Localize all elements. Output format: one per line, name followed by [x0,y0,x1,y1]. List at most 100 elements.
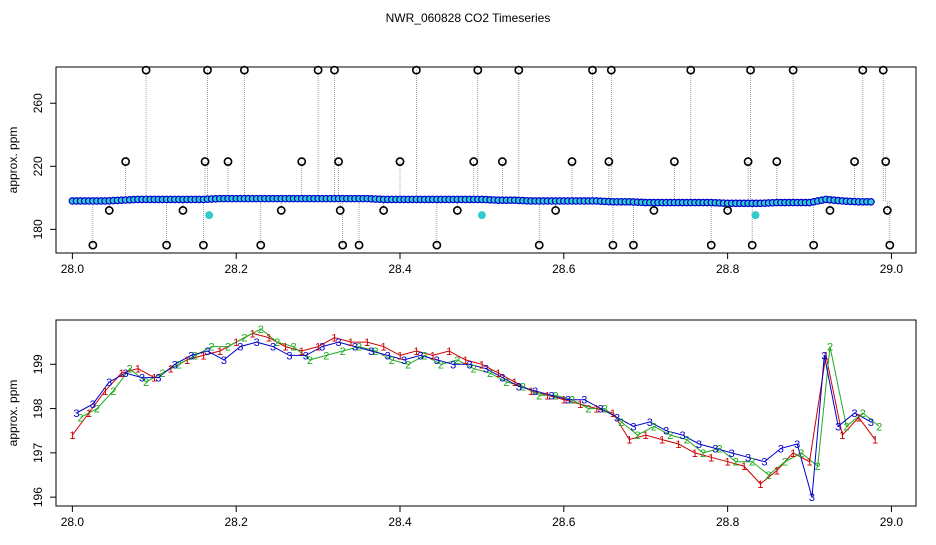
outlier-point [334,157,343,166]
outlier-point [534,240,544,250]
outlier-point [825,206,835,215]
outlier-point [338,240,348,250]
series-label-3: 3 [852,408,858,420]
outlier-point [178,206,188,215]
plot-frame-bottom [55,319,917,507]
series-label-1: 1 [856,412,862,424]
series-label-3: 3 [123,368,129,380]
outlier-point [850,157,859,166]
series-label-1: 1 [675,439,681,451]
series-label-1: 1 [266,333,272,345]
outlier-point [469,157,479,166]
outlier-point [606,65,616,75]
series-label-3: 3 [303,350,309,362]
y-tick-label: 196 [31,487,45,507]
series-label-2: 2 [290,342,296,354]
series-label-3: 3 [565,395,571,407]
series-label-1: 1 [692,448,698,460]
outlier-point [649,206,659,215]
series-label-1: 1 [626,435,632,447]
series-label-3: 3 [532,386,538,398]
series-label-2: 2 [422,350,428,362]
series-label-3: 3 [483,364,489,376]
series-label-1: 1 [348,337,354,349]
series-label-2: 2 [553,390,559,402]
series-label-1: 1 [528,386,534,398]
series-label-3: 3 [761,457,767,469]
x-tick-label: 28.6 [552,262,576,276]
series-label-3: 3 [254,337,260,349]
series-label-2: 2 [503,377,509,389]
series-label-2: 2 [860,408,866,420]
outlier-point [723,206,733,215]
outlier-point [604,157,614,166]
series-label-2: 2 [749,457,755,469]
series-label-2: 2 [372,346,378,358]
outlier-point [200,157,210,166]
series-label-3: 3 [73,408,79,420]
cyan-point [751,211,760,220]
baseline-point [867,197,875,206]
outlier-point [497,157,507,166]
x-tick-label: 28.2 [225,515,249,529]
series-label-1: 1 [86,408,92,420]
series-label-2: 2 [602,404,608,416]
series-line-3 [76,341,872,498]
series-label-1: 1 [790,448,796,460]
series-label-2: 2 [225,342,231,354]
series-label-3: 3 [106,377,112,389]
outlier-point [297,157,307,166]
outlier-point [354,240,364,250]
x-tick-label: 28.0 [61,262,85,276]
x-tick-label: 28.8 [716,515,740,529]
series-label-1: 1 [446,346,452,358]
series-label-1: 1 [397,350,403,362]
series-label-3: 3 [630,421,636,433]
series-label-2: 2 [340,346,346,358]
series-label-3: 3 [614,412,620,424]
x-tick-label: 28.4 [388,515,412,529]
series-label-1: 1 [315,342,321,354]
series-label-2: 2 [684,435,690,447]
x-tick-label: 28.4 [388,262,412,276]
x-tick-label: 29.0 [880,262,904,276]
series-label-1: 1 [381,342,387,354]
outlier-point [88,240,98,250]
series-label-2: 2 [733,457,739,469]
series-label-3: 3 [336,337,342,349]
series-label-3: 3 [868,417,874,429]
series-label-3: 3 [778,443,784,455]
outlier-point [395,157,405,166]
series-label-3: 3 [663,426,669,438]
y-axis-label-bottom: approx. ppm [6,380,20,447]
outlier-point [313,65,323,75]
series-label-1: 1 [135,364,141,376]
series-label-1: 1 [462,355,468,367]
series-label-1: 1 [643,430,649,442]
series-label-1: 1 [839,430,845,442]
series-label-3: 3 [172,359,178,371]
series-label-2: 2 [827,342,833,354]
outlier-point [551,206,561,215]
series-label-1: 1 [708,452,714,464]
series-label-3: 3 [352,342,358,354]
series-label-1: 1 [69,430,75,442]
y-axis-label-top: approx. ppm [6,127,20,194]
series-label-2: 2 [159,368,165,380]
series-label-3: 3 [319,342,325,354]
outlier-point [686,65,696,75]
outlier-point [239,65,249,75]
series-label-2: 2 [192,350,198,362]
outlier-point [162,240,171,250]
series-label-2: 2 [258,324,264,336]
outlier-point [330,65,339,75]
series-label-1: 1 [331,333,337,345]
series-label-2: 2 [585,404,591,416]
series-label-1: 1 [217,346,223,358]
series-label-1: 1 [282,342,288,354]
series-label-3: 3 [385,350,391,362]
series-label-3: 3 [548,390,554,402]
series-lines-bottom [71,328,880,498]
series-label-1: 1 [118,368,124,380]
